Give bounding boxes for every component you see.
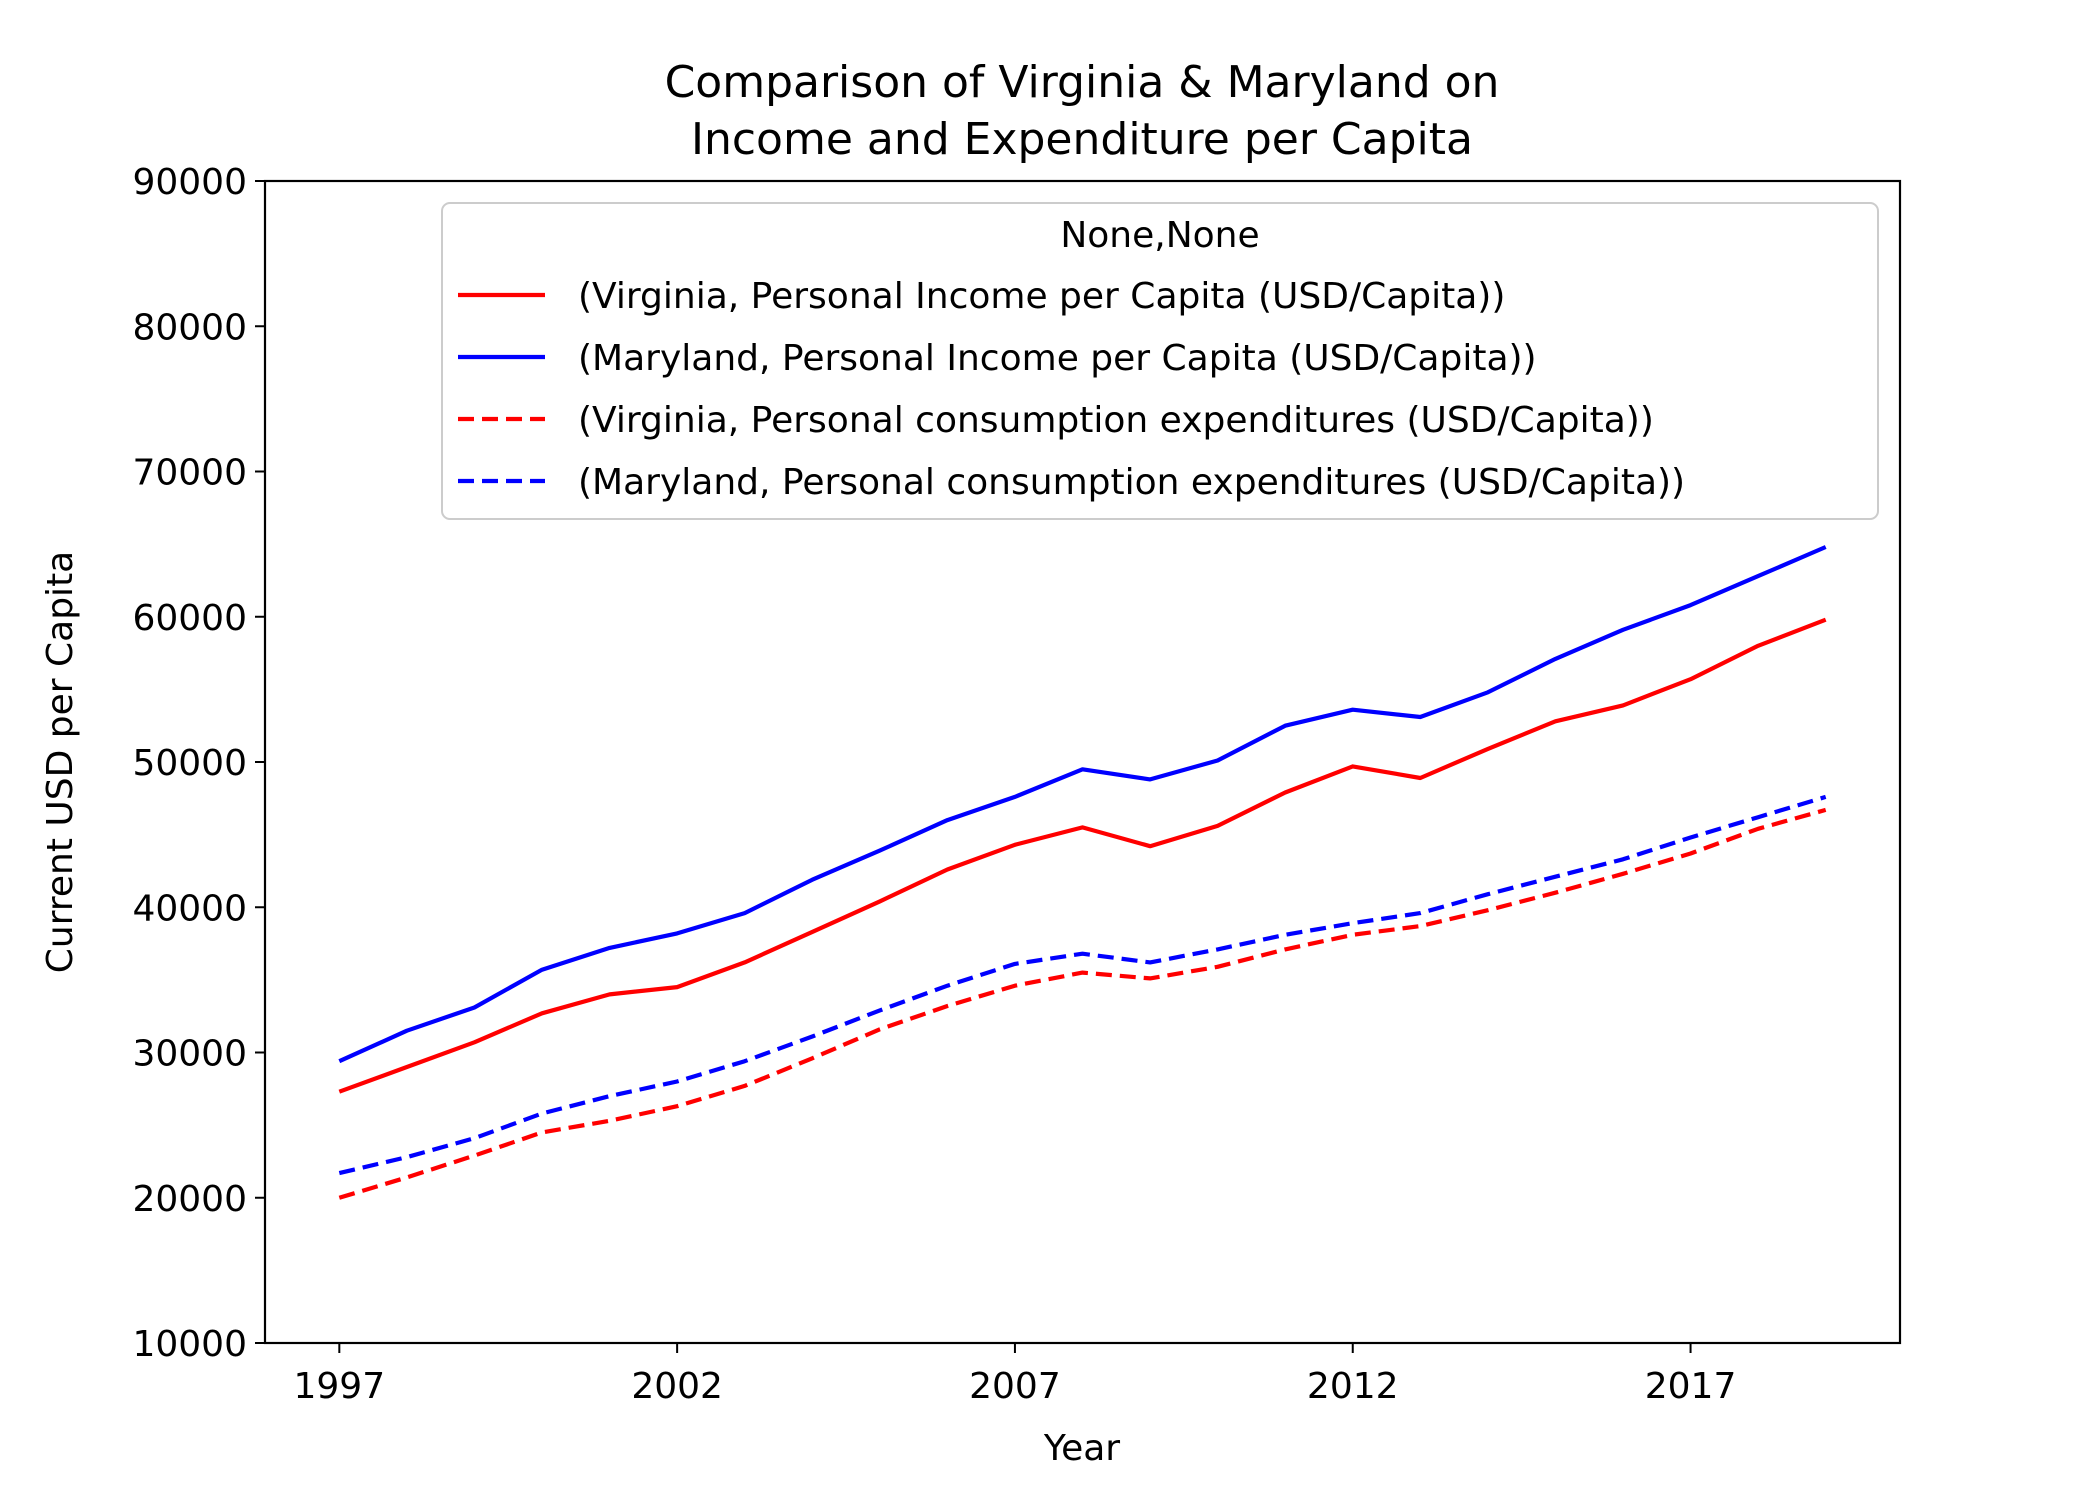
series-layer <box>338 545 1827 1200</box>
y-tick-label: 70000 <box>132 453 247 494</box>
chart-title-line-2: Income and Expenditure per Capita <box>691 114 1473 165</box>
legend-label-1: (Virginia, Personal Income per Capita (U… <box>578 276 1505 317</box>
x-tick-label: 2007 <box>969 1366 1061 1407</box>
y-tick-label: 80000 <box>132 307 247 348</box>
chart-title-line-1: Comparison of Virginia & Maryland on <box>665 57 1500 108</box>
x-tick-label: 2012 <box>1307 1366 1399 1407</box>
legend-box <box>441 202 1879 520</box>
legend-title: None,None <box>1060 215 1259 256</box>
y-tick-label: 50000 <box>132 743 247 784</box>
series-line-3 <box>338 807 1827 1200</box>
x-tick-label: 2017 <box>1645 1366 1737 1407</box>
y-tick-label: 30000 <box>132 1034 247 1075</box>
legend-label-2: (Maryland, Personal Income per Capita (U… <box>578 338 1537 379</box>
legend-label-3: (Virginia, Personal consumption expendit… <box>578 400 1654 441</box>
legend: None,None (Virginia, Personal Income per… <box>441 202 1879 520</box>
x-tick-label: 2002 <box>631 1366 723 1407</box>
series-line-2 <box>338 545 1827 1064</box>
legend-entries: (Virginia, Personal Income per Capita (U… <box>458 276 1685 503</box>
y-tick-label: 60000 <box>132 598 247 639</box>
y-tick-label: 90000 <box>132 162 247 203</box>
y-axis-label: Current USD per Capita <box>40 551 81 974</box>
x-tick-label: 1997 <box>294 1366 386 1407</box>
y-axis-ticks: 10000 20000 30000 40000 50000 60000 70000 80000… <box>132 162 265 1365</box>
series-line-1 <box>338 617 1827 1094</box>
series-line-4 <box>338 794 1827 1176</box>
y-tick-label: 20000 <box>132 1179 247 1220</box>
legend-label-4: (Maryland, Personal consumption expendit… <box>578 462 1685 503</box>
y-tick-label: 10000 <box>132 1324 247 1365</box>
x-axis-ticks: 1997 2002 2007 2012 2017 <box>294 1343 1737 1407</box>
x-axis-label: Year <box>1043 1428 1120 1469</box>
y-tick-label: 40000 <box>132 888 247 929</box>
